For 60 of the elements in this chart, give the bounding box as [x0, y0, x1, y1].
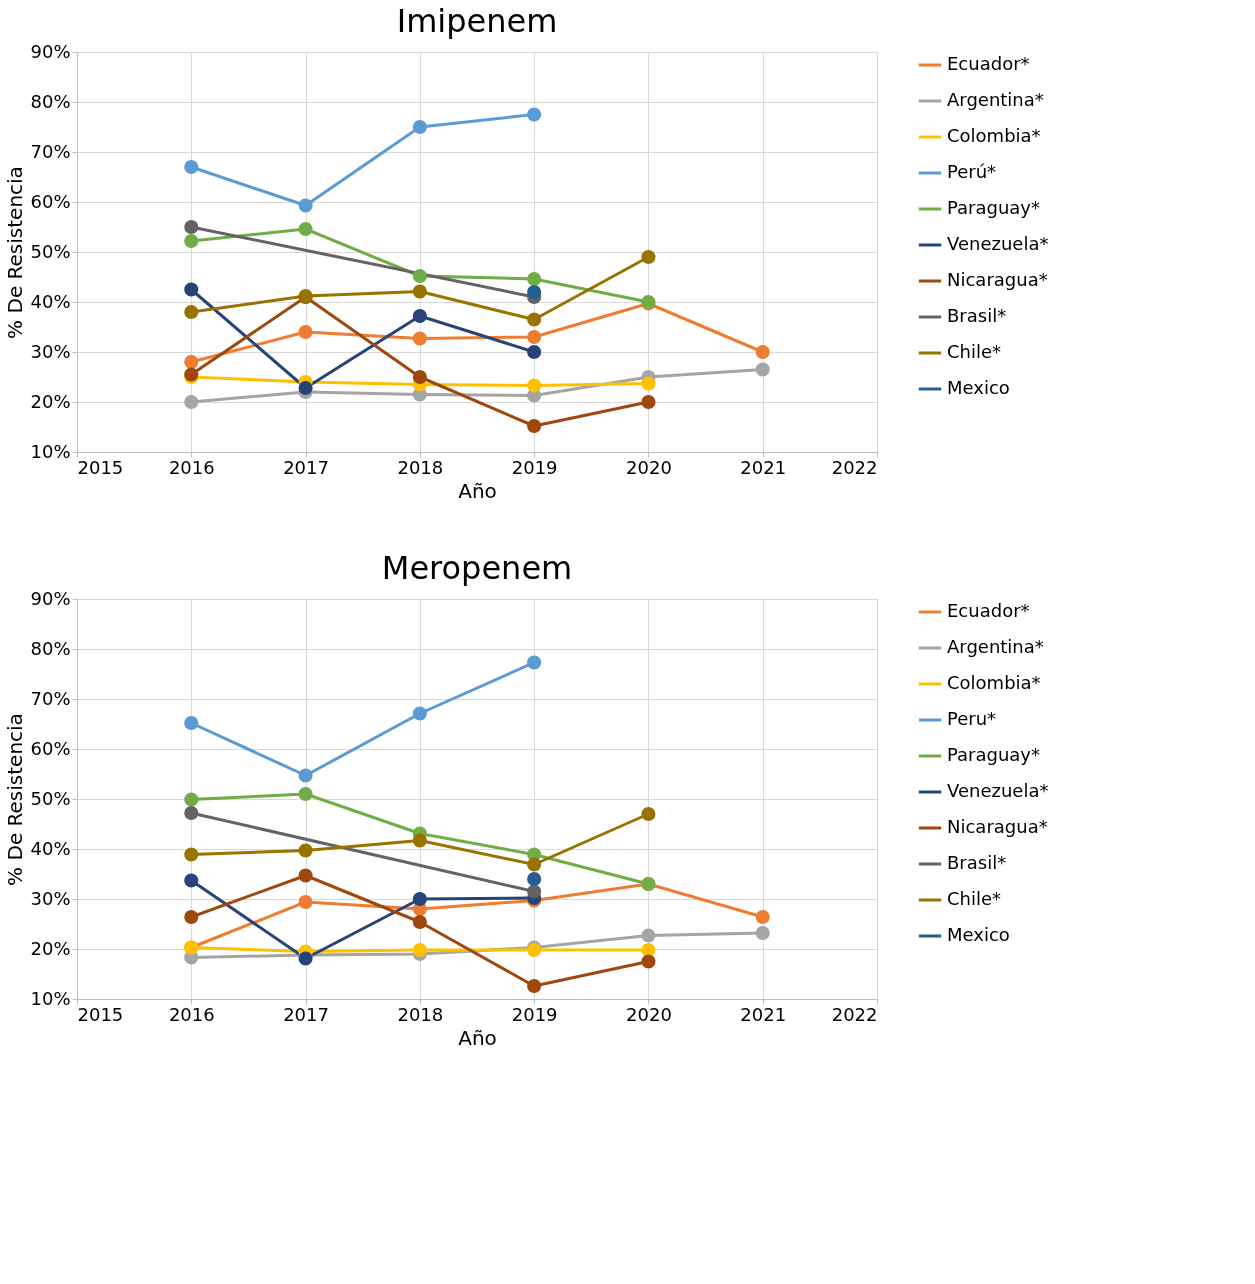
y-axis-title: % De Resistencia	[3, 166, 28, 339]
legend-label: Colombia*	[947, 125, 1041, 146]
y-tick-label: 70%	[30, 140, 71, 162]
x-tick-label: 2020	[626, 456, 672, 478]
x-tick-label: 2017	[283, 1003, 329, 1025]
x-tick-label: 2022	[831, 1003, 878, 1025]
y-tick-label: 10%	[30, 440, 71, 462]
x-tick-label: 2021	[740, 456, 787, 478]
legend-label: Perú*	[947, 161, 997, 182]
y-tick-label: 50%	[30, 787, 71, 809]
x-tick-label: 2020	[626, 1003, 672, 1025]
chart-title: Imipenem	[396, 2, 558, 40]
y-tick-label: 90%	[30, 40, 71, 62]
chart-title: Meropenem	[381, 549, 573, 587]
x-tick-label: 2019	[511, 456, 558, 478]
legend-label: Chile*	[947, 341, 1002, 362]
y-tick-label: 40%	[30, 290, 71, 312]
legend-label: Nicaragua*	[947, 816, 1048, 837]
y-tick-label: 80%	[30, 637, 71, 659]
legend-label: Colombia*	[947, 672, 1041, 693]
legend-label: Brasil*	[947, 305, 1007, 326]
legend-label: Ecuador*	[947, 600, 1030, 621]
legend-label: Paraguay*	[947, 744, 1041, 765]
x-tick-label: 2018	[397, 456, 444, 478]
y-tick-label: 20%	[30, 390, 71, 412]
y-tick-label: 90%	[30, 587, 71, 609]
y-tick-label: 50%	[30, 240, 71, 262]
y-tick-label: 80%	[30, 90, 71, 112]
legend-label: Venezuela*	[947, 780, 1049, 801]
x-tick-label: 2015	[77, 1003, 124, 1025]
y-tick-label: 30%	[30, 887, 71, 909]
y-axis-title: % De Resistencia	[3, 713, 28, 886]
y-tick-label: 70%	[30, 687, 71, 709]
x-tick-label: 2022	[831, 456, 878, 478]
legend-label: Nicaragua*	[947, 269, 1048, 290]
legend-label: Venezuela*	[947, 233, 1049, 254]
x-tick-label: 2019	[511, 1003, 558, 1025]
x-tick-label: 2016	[168, 456, 215, 478]
x-tick-label: 2016	[168, 1003, 215, 1025]
x-axis-title: Año	[458, 478, 497, 503]
legend-label: Paraguay*	[947, 197, 1041, 218]
y-tick-label: 10%	[30, 987, 71, 1009]
legend-label: Brasil*	[947, 852, 1007, 873]
x-tick-label: 2017	[283, 456, 329, 478]
legend-label: Argentina*	[947, 636, 1044, 657]
y-tick-label: 60%	[30, 737, 71, 759]
y-tick-label: 60%	[30, 190, 71, 212]
legend-label: Argentina*	[947, 89, 1044, 110]
legend-label: Mexico	[947, 924, 1010, 945]
y-tick-label: 30%	[30, 340, 71, 362]
legend-label: Chile*	[947, 888, 1002, 909]
y-tick-label: 20%	[30, 937, 71, 959]
legend-label: Peru*	[947, 708, 997, 729]
x-tick-label: 2021	[740, 1003, 787, 1025]
x-tick-label: 2018	[397, 1003, 444, 1025]
legend-label: Mexico	[947, 377, 1010, 398]
x-tick-label: 2015	[77, 456, 124, 478]
y-tick-label: 40%	[30, 837, 71, 859]
x-axis-title: Año	[458, 1025, 497, 1050]
legend-label: Ecuador*	[947, 53, 1030, 74]
